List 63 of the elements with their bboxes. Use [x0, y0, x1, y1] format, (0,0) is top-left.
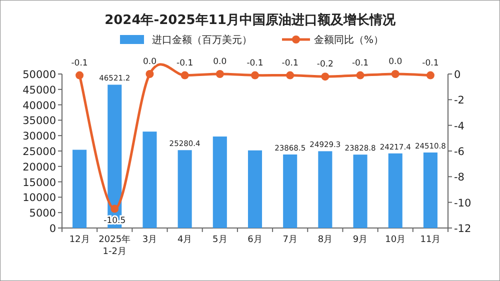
x-tick-label: 5月 — [212, 235, 228, 245]
bar — [212, 136, 227, 228]
y2-tick-label: -2 — [454, 94, 464, 107]
x-tick-label: 4月 — [177, 235, 192, 245]
bar — [72, 150, 87, 228]
y-tick-label: 15000 — [22, 176, 56, 189]
data-label: -0.1 — [352, 58, 369, 68]
data-label: -0.1 — [246, 58, 264, 68]
data-label: -0.1 — [176, 58, 194, 68]
x-tick-label: 6月 — [248, 235, 262, 245]
point — [356, 71, 364, 80]
point — [180, 71, 189, 80]
x-tick-label: 10月 — [385, 235, 406, 245]
x-tick-label: 8月 — [318, 235, 333, 245]
y-tick-label: 10000 — [22, 192, 56, 204]
data-label: 0.0 — [142, 57, 156, 67]
y-tick-label: 30000 — [22, 130, 56, 143]
point — [216, 70, 224, 78]
y-tick-label: 0 — [49, 223, 56, 235]
data-label: -0.1 — [71, 58, 88, 68]
point — [110, 204, 119, 213]
data-label: -0.1 — [282, 58, 298, 68]
x-tick-label: 3月 — [142, 235, 158, 245]
y2-tick-label: -8 — [454, 172, 464, 184]
x-tick-label: 7月 — [282, 235, 298, 245]
x-tick-label: 9月 — [352, 235, 368, 245]
data-label: 0.0 — [213, 57, 227, 67]
legend-label: 进口金额（百万美元） — [152, 34, 252, 46]
point — [146, 70, 154, 78]
point — [321, 72, 330, 81]
y-tick-label: 40000 — [22, 100, 56, 112]
chart-title: 2024年-2025年11月中国原油进口额及增长情况 — [104, 12, 396, 28]
bar — [178, 150, 192, 228]
bar — [388, 153, 402, 228]
y-tick-label: 5000 — [29, 208, 56, 220]
bar — [248, 150, 262, 228]
y-tick-label: 25000 — [22, 146, 56, 158]
legend-label: 金额同比（%） — [314, 34, 384, 46]
point — [286, 71, 294, 80]
y-tick-label: 45000 — [22, 84, 56, 96]
data-label: -0.2 — [316, 60, 334, 70]
data-label: -0.1 — [422, 58, 439, 68]
x-tick-label: 12月 — [69, 235, 90, 245]
y-tick-label: 35000 — [22, 115, 56, 128]
bar — [353, 154, 368, 228]
point — [251, 71, 259, 80]
y2-tick-label: -6 — [454, 146, 465, 158]
bar — [283, 154, 298, 228]
bar — [423, 152, 438, 228]
point — [391, 70, 400, 78]
y2-tick-label: -12 — [454, 223, 472, 235]
data-label: 0.0 — [388, 57, 402, 67]
bar — [142, 132, 157, 228]
y-tick-label: 50000 — [22, 69, 56, 81]
bar — [318, 151, 332, 228]
point — [426, 71, 434, 80]
y2-tick-label: -10 — [454, 197, 472, 210]
x-tick-label: 2025年 1-2月 — [98, 234, 131, 257]
y2-tick-label: -4 — [454, 120, 465, 132]
point — [76, 71, 84, 80]
y-tick-label: 20000 — [22, 161, 56, 174]
x-tick-label: 11月 — [420, 235, 441, 245]
y2-tick-label: 0 — [454, 69, 461, 81]
